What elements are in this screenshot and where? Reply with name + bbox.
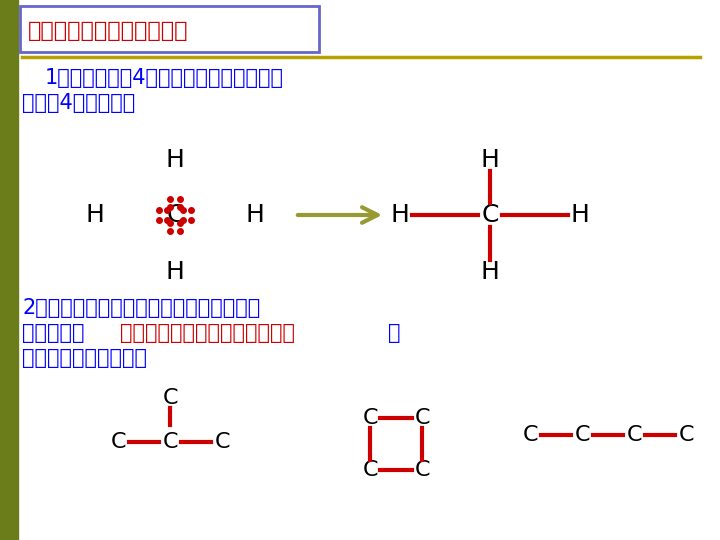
Text: 子间易形成: 子间易形成: [22, 323, 84, 343]
Text: 子形成4个共价键；: 子形成4个共价键；: [22, 93, 135, 113]
Text: H: H: [480, 148, 500, 172]
Text: C: C: [414, 460, 430, 480]
Text: H: H: [246, 203, 264, 227]
Text: H: H: [86, 203, 104, 227]
Text: H: H: [390, 203, 410, 227]
Text: 等: 等: [388, 323, 400, 343]
Text: C: C: [575, 425, 590, 445]
Text: C: C: [215, 432, 230, 452]
Text: C: C: [626, 425, 642, 445]
Text: H: H: [480, 260, 500, 284]
Text: H: H: [166, 148, 184, 172]
Text: C: C: [414, 408, 430, 428]
Text: C: C: [522, 425, 538, 445]
Text: 多种复杂的结构单元。: 多种复杂的结构单元。: [22, 348, 147, 368]
Text: C: C: [162, 432, 178, 452]
Text: C: C: [110, 432, 126, 452]
Text: C: C: [362, 460, 378, 480]
Text: 有机物中碳原子成键特征：: 有机物中碳原子成键特征：: [28, 21, 189, 41]
Text: 2、碳原子易跟多种原子形成共价键；碳原: 2、碳原子易跟多种原子形成共价键；碳原: [22, 298, 260, 318]
Text: C: C: [362, 408, 378, 428]
Text: H: H: [166, 260, 184, 284]
Text: H: H: [570, 203, 590, 227]
Text: 1、碳原子含有4个价电子，可以跟其它原: 1、碳原子含有4个价电子，可以跟其它原: [45, 68, 284, 88]
Text: C: C: [678, 425, 694, 445]
Bar: [0, 0, 18, 540]
Text: 单键、双键、叁键、碳链、碳环: 单键、双键、叁键、碳链、碳环: [120, 323, 295, 343]
Text: C: C: [166, 203, 184, 227]
Text: C: C: [481, 203, 499, 227]
FancyBboxPatch shape: [20, 6, 319, 52]
Text: C: C: [162, 388, 178, 408]
